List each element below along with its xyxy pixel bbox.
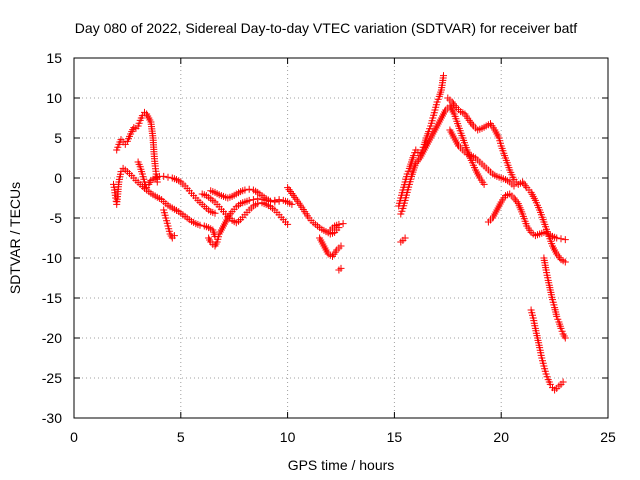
plot-frame (73, 57, 609, 419)
data-point (450, 100, 457, 108)
data-point (559, 378, 567, 386)
series-pass-p (527, 306, 567, 394)
x-tick-label: 25 (600, 429, 616, 445)
data-point (337, 264, 345, 272)
grid-lines (74, 58, 608, 418)
chart-title: Day 080 of 2022, Sidereal Day-to-day VTE… (75, 20, 578, 36)
data-point (561, 334, 569, 342)
y-tick-label: 5 (54, 130, 62, 146)
series-pass-n (446, 126, 518, 190)
x-tick-labels: 0 5 10 15 20 25 (70, 429, 616, 445)
series-pass-c (134, 158, 219, 217)
data-point (561, 236, 569, 244)
data-point (467, 118, 475, 126)
y-axis-label: SDTVAR / TECUs (7, 182, 23, 294)
data-point (480, 180, 488, 188)
data-point (440, 72, 447, 80)
data-point (267, 197, 274, 205)
data-point (510, 182, 518, 190)
y-tick-label: -30 (42, 410, 62, 426)
series-pass-b (113, 108, 161, 186)
data-point (164, 173, 172, 181)
series-pass-r (397, 234, 409, 246)
data-point (275, 196, 283, 204)
data-point (337, 242, 345, 250)
x-tick-label: 20 (493, 429, 509, 445)
data-point (561, 258, 569, 266)
data-point (554, 252, 562, 260)
x-tick-label: 0 (70, 429, 78, 445)
data-point (160, 172, 168, 180)
data-point (196, 221, 204, 229)
y-tick-label: 0 (54, 170, 62, 186)
data-point (557, 235, 565, 243)
y-tick-label: -20 (42, 330, 62, 346)
data-point (249, 196, 257, 204)
series-pass-d (160, 206, 178, 242)
data-point (262, 196, 270, 204)
y-tick-label: 10 (46, 90, 62, 106)
series-pass-l (397, 102, 488, 218)
y-tick-labels: 15 10 5 0 -5 -10 -15 -20 -25 -30 (42, 50, 62, 426)
data-point (258, 196, 266, 204)
y-tick-label: -5 (50, 210, 63, 226)
data-point (553, 234, 561, 242)
series-pass-i (316, 234, 345, 274)
data-point (511, 196, 519, 204)
data-point (401, 234, 409, 242)
y-tick-label: -15 (42, 290, 62, 306)
series-pass-a (110, 164, 219, 240)
data-point (339, 220, 347, 228)
series-pass-m (444, 94, 569, 266)
data-point (211, 209, 219, 217)
y-tick-label: -10 (42, 250, 62, 266)
x-tick-label: 10 (280, 429, 296, 445)
data-point (413, 158, 421, 166)
series-pass-g (205, 195, 283, 250)
data-point (245, 185, 253, 193)
data-point (520, 180, 528, 188)
series-pass-o (484, 190, 569, 244)
data-point (241, 186, 249, 194)
data-point (271, 196, 279, 204)
data-point (335, 220, 343, 228)
data-point (254, 195, 262, 203)
data-point (245, 196, 253, 204)
y-tick-label: -25 (42, 370, 62, 386)
series-pass-q (540, 254, 569, 342)
data-point (170, 232, 178, 240)
data-points (110, 72, 569, 394)
y-tick-label: 15 (46, 50, 62, 66)
series-pass-j (326, 220, 347, 234)
data-point (284, 220, 292, 228)
x-tick-label: 5 (177, 429, 185, 445)
x-axis-label: GPS time / hours (288, 457, 395, 473)
x-tick-label: 15 (387, 429, 403, 445)
data-point (288, 200, 296, 208)
